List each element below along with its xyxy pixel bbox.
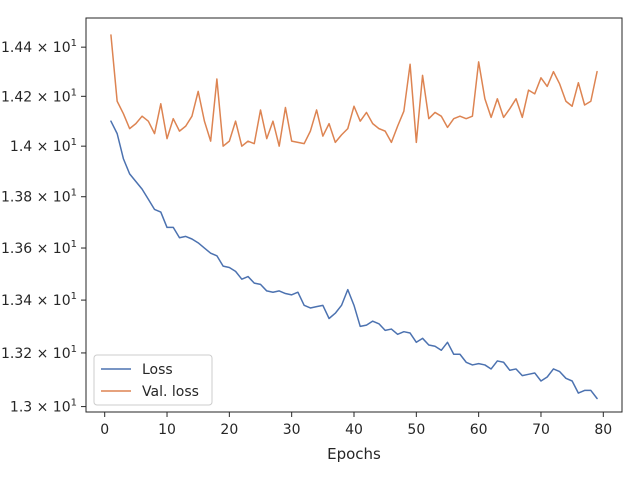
x-tick-label: 60 xyxy=(470,422,488,438)
y-tick-label: 1.38 × 101 xyxy=(1,188,77,206)
x-tick-label: 50 xyxy=(407,422,425,438)
y-tick-label: 1.3 × 101 xyxy=(10,398,77,416)
x-axis-label: Epochs xyxy=(327,445,381,463)
series-layer xyxy=(110,34,598,400)
x-tick-label: 30 xyxy=(283,422,301,438)
y-axis: 1.3 × 101 1.32 × 101 1.34 × 101 1.36 × 101 1… xyxy=(1,38,86,416)
x-tick-label: 0 xyxy=(100,422,109,438)
plot-frame xyxy=(85,17,623,413)
y-tick-label: 1.32 × 101 xyxy=(1,344,77,362)
legend-box xyxy=(93,354,213,406)
series-line-loss xyxy=(110,120,598,400)
y-tick-label: 1.34 × 101 xyxy=(1,291,77,309)
legend-label-val-loss: Val. loss xyxy=(142,384,199,400)
x-axis: 0 10 20 30 40 50 60 70 80 xyxy=(100,412,612,438)
x-tick-label: 80 xyxy=(594,422,612,438)
x-tick-label: 10 xyxy=(158,422,176,438)
x-tick-label: 20 xyxy=(220,422,238,438)
y-tick-label: 1.44 × 101 xyxy=(1,38,77,56)
y-tick-label: 1.4 × 101 xyxy=(10,137,77,155)
series-line-val-loss xyxy=(110,34,598,147)
legend-label-loss: Loss xyxy=(142,362,173,378)
legend: Loss Val. loss xyxy=(93,354,213,406)
y-tick-label: 1.42 × 101 xyxy=(1,87,77,105)
x-tick-label: 70 xyxy=(532,422,550,438)
y-tick-label: 1.36 × 101 xyxy=(1,239,77,257)
x-tick-label: 40 xyxy=(345,422,363,438)
